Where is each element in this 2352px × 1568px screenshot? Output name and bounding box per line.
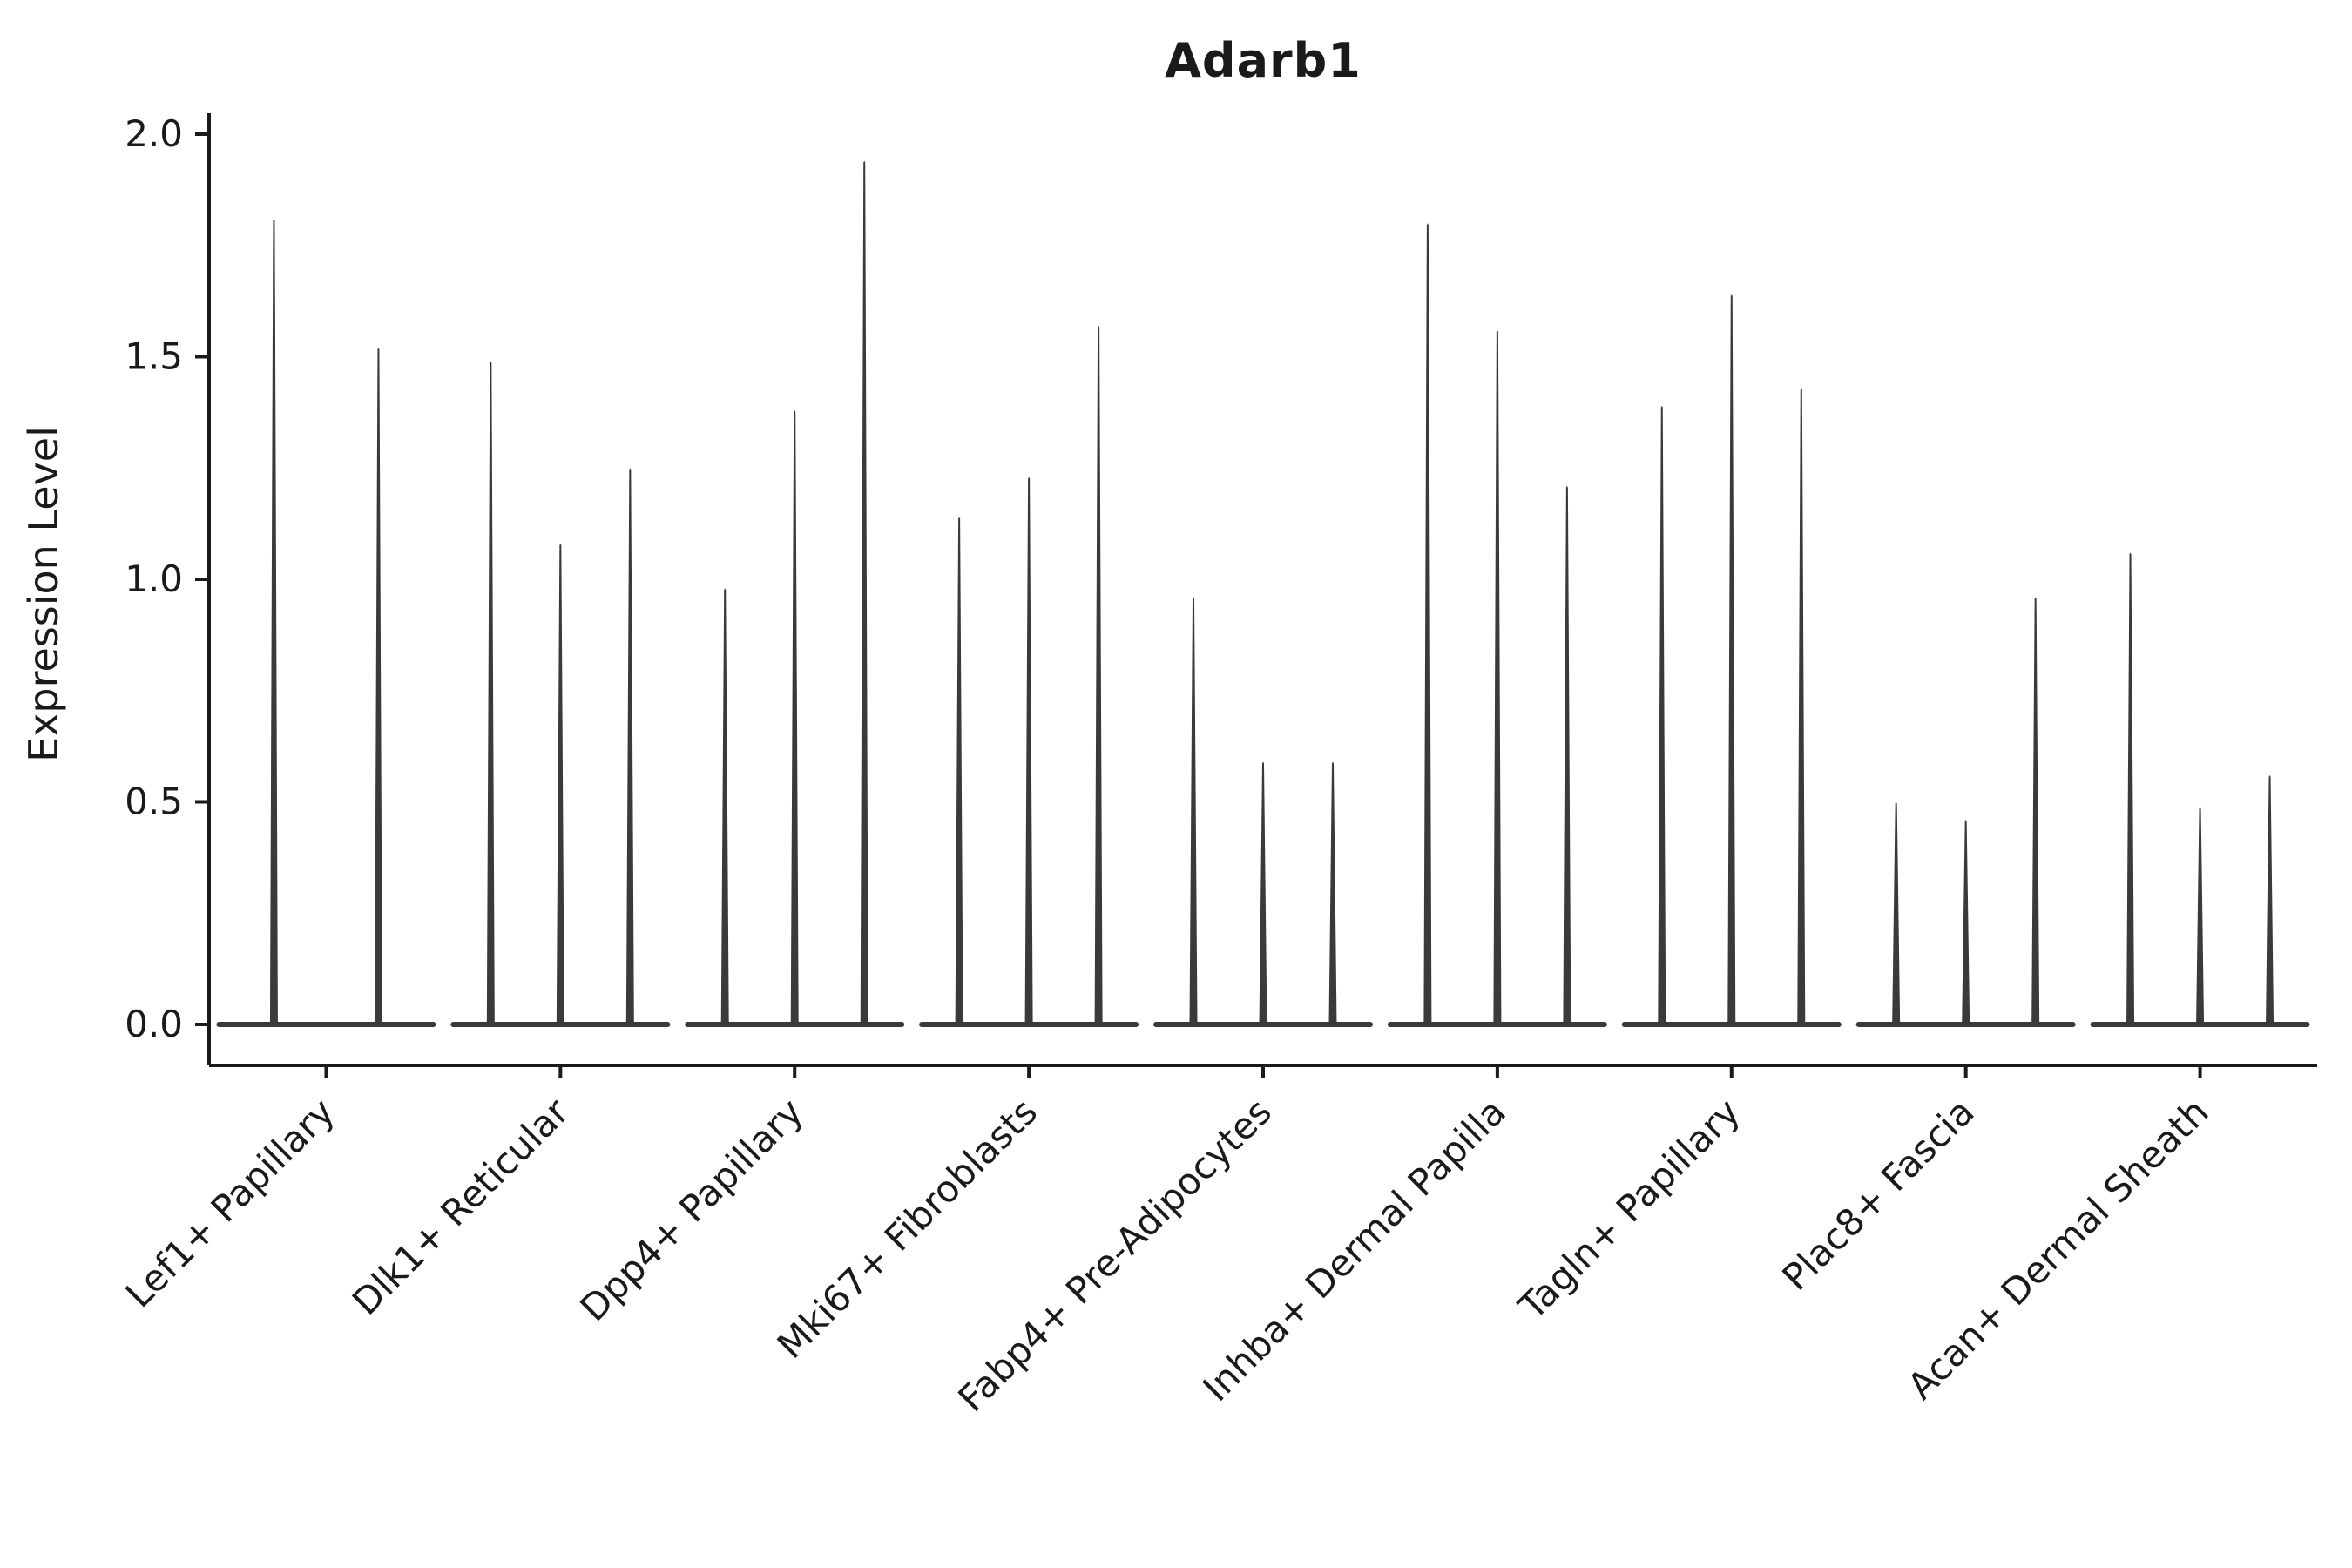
violin-spike — [790, 409, 799, 1024]
violin-spike — [955, 517, 963, 1024]
violin-spike — [269, 219, 278, 1025]
violin-spike — [1328, 761, 1337, 1024]
violin-spike — [1259, 761, 1267, 1024]
violin-spike — [1423, 223, 1432, 1024]
violin-spike — [1727, 294, 1736, 1025]
violin-spike — [1962, 819, 1970, 1024]
x-category-label: Dpp4+ Papillary — [571, 1090, 811, 1329]
violin-spike — [720, 588, 729, 1024]
violin-spike — [2266, 774, 2274, 1024]
violin-spike — [2031, 597, 2040, 1024]
violin-spike — [860, 160, 868, 1024]
y-tick-label: 1.5 — [125, 335, 183, 378]
x-category-label: Plac8+ Fascia — [1774, 1090, 1982, 1298]
violin-baseline — [216, 1022, 436, 1027]
x-category-label: Mki67+ Fibroblasts — [769, 1090, 1045, 1366]
violin-spike — [374, 348, 382, 1024]
y-tick-label: 0.0 — [125, 1003, 183, 1045]
x-category-label: Tagln+ Papillary — [1510, 1090, 1747, 1328]
violin-spike — [625, 468, 634, 1024]
violin-spike — [1189, 597, 1198, 1024]
violin-spike — [556, 544, 564, 1024]
violin-spike — [1493, 329, 1502, 1025]
y-tick-label: 1.0 — [125, 558, 183, 600]
chart-title: Adarb1 — [1165, 33, 1362, 88]
violin-spike — [1892, 801, 1901, 1024]
violin-spike — [1024, 476, 1033, 1024]
x-category-label: Dlk1+ Reticular — [344, 1090, 578, 1323]
violin-spike — [2196, 806, 2205, 1024]
x-category-label: Lef1+ Papillary — [118, 1090, 343, 1315]
violin-spike — [1094, 325, 1103, 1025]
violin-spike — [486, 361, 495, 1024]
violin-spike — [2126, 552, 2135, 1024]
violin-spike — [1658, 405, 1666, 1025]
y-tick-label: 2.0 — [125, 112, 183, 155]
y-tick-label: 0.5 — [125, 781, 183, 823]
violin-spike — [1797, 388, 1806, 1024]
violin-spike — [1563, 485, 1571, 1024]
